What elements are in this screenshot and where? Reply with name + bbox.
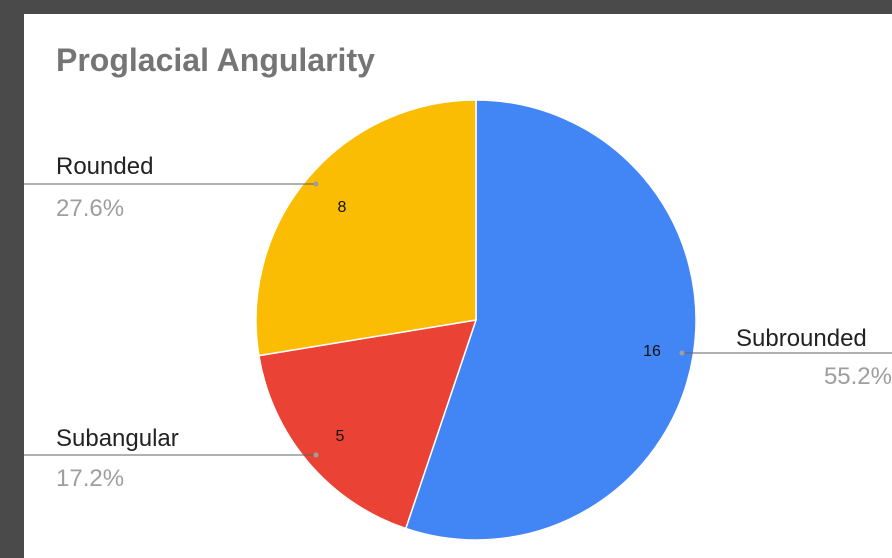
pie-chart: Subrounded 55.2% 16 Subangular 17.2% 5 Rounded… xyxy=(24,99,892,541)
leader-dot-subrounded xyxy=(679,350,685,356)
slice-percent-subangular: 17.2% xyxy=(56,465,124,492)
slice-label-subrounded: Subrounded xyxy=(736,325,867,352)
leader-dot-rounded xyxy=(313,181,319,187)
slice-label-subangular: Subangular xyxy=(56,425,179,452)
slice-percent-subrounded: 55.2% xyxy=(824,363,892,390)
slice-value-subangular: 5 xyxy=(336,428,345,445)
slice-value-rounded: 8 xyxy=(338,199,347,216)
chart-frame: Proglacial Angularity Subrounded 55.2% 16 S… xyxy=(24,14,892,558)
pie-slice-rounded[interactable] xyxy=(255,99,477,357)
pie-slice-subangular[interactable] xyxy=(258,319,478,530)
slice-percent-rounded: 27.6% xyxy=(56,195,124,222)
pie-slice-subrounded[interactable] xyxy=(404,99,697,541)
slice-value-subrounded: 16 xyxy=(643,343,661,360)
chart-title: Proglacial Angularity xyxy=(56,42,375,78)
slice-label-rounded: Rounded xyxy=(56,153,153,180)
leader-dot-subangular xyxy=(313,452,319,458)
